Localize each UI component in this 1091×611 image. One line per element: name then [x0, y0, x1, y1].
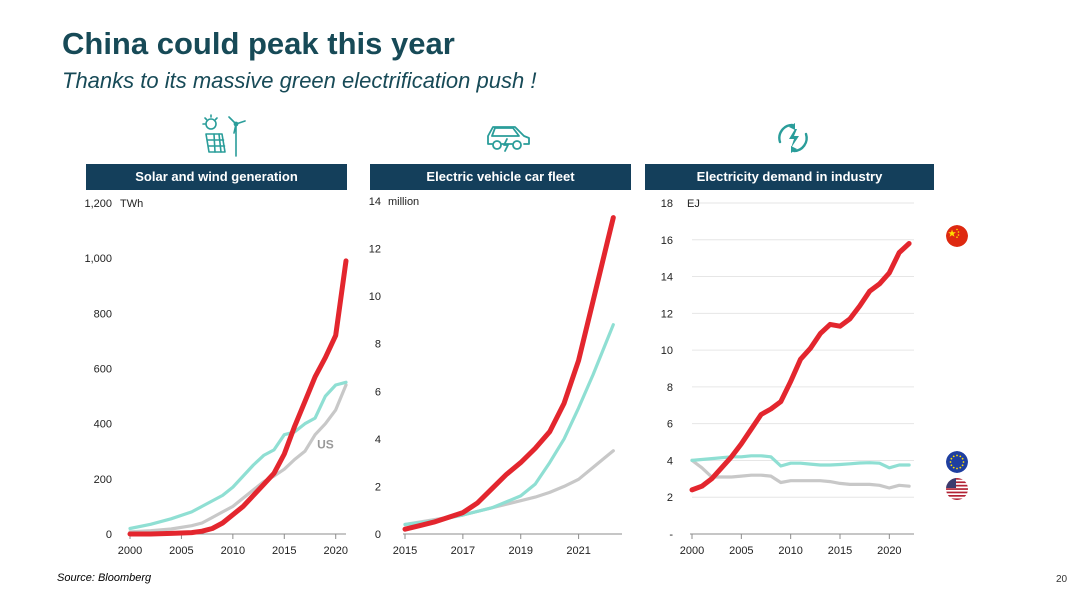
- us-flag-icon: [946, 478, 968, 500]
- x-tick-label: 2010: [778, 545, 802, 557]
- slide-title: China could peak this year: [62, 26, 455, 61]
- series-line-us: [403, 449, 615, 527]
- solar-wind-icon: [200, 112, 250, 163]
- panel-header-industry-demand: Electricity demand in industry: [645, 164, 934, 190]
- china-flag-icon: [946, 225, 968, 247]
- x-tick-label: 2015: [272, 545, 296, 557]
- eu-flag-icon: [946, 451, 968, 473]
- series-line-eu: [690, 454, 911, 470]
- y-tick-label: 4: [667, 455, 673, 467]
- y-tick-label: 8: [667, 382, 673, 394]
- y-tick-label: 400: [94, 419, 112, 431]
- y-tick-label: 1,000: [84, 253, 112, 265]
- y-tick-label: 1,200: [84, 198, 112, 210]
- x-tick-label: 2015: [828, 545, 852, 557]
- unit-label: million: [388, 196, 419, 208]
- slide-subtitle: Thanks to its massive green electrificat…: [62, 68, 537, 93]
- y-tick-label: 800: [94, 308, 112, 320]
- y-tick-label: -: [669, 529, 673, 541]
- series-annotation: US: [317, 437, 334, 451]
- panel-header-ev-fleet: Electric vehicle car fleet: [370, 164, 631, 190]
- x-tick-label: 2000: [118, 545, 142, 557]
- y-tick-label: 10: [369, 291, 381, 303]
- electric-car-icon: [484, 120, 532, 161]
- y-tick-label: 8: [375, 339, 381, 351]
- series-line-china: [127, 258, 349, 537]
- unit-label: EJ: [687, 198, 700, 210]
- x-tick-label: 2005: [729, 545, 753, 557]
- power-cycle-icon: [773, 120, 813, 161]
- y-tick-label: 2: [667, 492, 673, 504]
- x-tick-label: 2020: [877, 545, 901, 557]
- series-line-us: [128, 383, 348, 534]
- y-tick-label: 6: [375, 386, 381, 398]
- unit-label: TWh: [120, 198, 143, 210]
- y-tick-label: 600: [94, 364, 112, 376]
- x-tick-label: 2017: [451, 545, 475, 557]
- chart-ev-fleet: 0 2 4 6 8 10 12 14 million 2015 2017 2019 2021: [369, 196, 622, 557]
- source-note: Source: Bloomberg: [57, 572, 152, 584]
- y-tick-label: 6: [667, 419, 673, 431]
- y-tick-label: 0: [375, 529, 381, 541]
- y-tick-label: 2: [375, 481, 381, 493]
- y-tick-label: 14: [369, 196, 381, 208]
- y-tick-label: 10: [661, 345, 673, 357]
- y-tick-label: 16: [661, 235, 673, 247]
- series-line-china: [402, 215, 616, 532]
- y-tick-label: 14: [661, 272, 673, 284]
- x-tick-label: 2015: [393, 545, 417, 557]
- x-tick-label: 2021: [566, 545, 590, 557]
- x-tick-label: 2000: [680, 545, 704, 557]
- y-tick-label: 0: [106, 529, 112, 541]
- chart-industry-demand: - 2 4 6 8 10 12 14 16 18 EJ 2000 2005 2010 2015 2020: [661, 198, 914, 557]
- y-tick-label: 12: [369, 244, 381, 256]
- chart-solar-wind: 0 200 400 600 800 1,000 1,200 TWh 2000 2005 2010 20…: [84, 198, 349, 557]
- series-line-eu: [128, 380, 348, 531]
- x-tick-label: 2005: [169, 545, 193, 557]
- page-number: 20: [1056, 574, 1068, 585]
- x-tick-label: 2019: [508, 545, 532, 557]
- x-tick-label: 2020: [323, 545, 347, 557]
- x-tick-label: 2010: [221, 545, 245, 557]
- series-line-china: [689, 241, 912, 493]
- y-tick-label: 200: [94, 474, 112, 486]
- series-line-us: [690, 458, 911, 490]
- panel-header-solar-wind: Solar and wind generation: [86, 164, 347, 190]
- y-tick-label: 18: [661, 198, 673, 210]
- y-tick-label: 12: [661, 308, 673, 320]
- y-tick-label: 4: [375, 434, 381, 446]
